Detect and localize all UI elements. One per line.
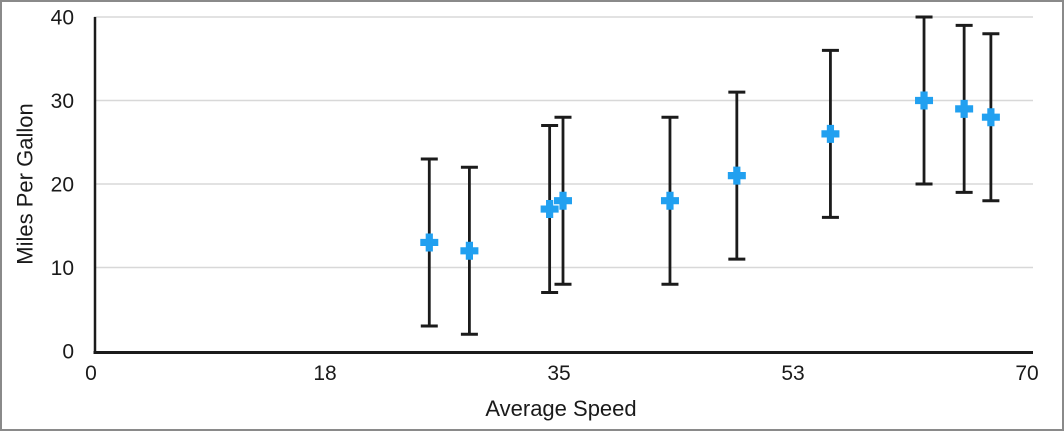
data-point	[420, 157, 439, 328]
data-point	[460, 165, 479, 336]
x-tick-label: 35	[547, 362, 570, 385]
data-point-marker	[955, 99, 974, 118]
y-tick-label: 20	[51, 174, 74, 197]
x-tick-label: 53	[781, 362, 804, 385]
data-point-marker	[420, 233, 439, 252]
data-point-marker	[540, 200, 559, 219]
data-point	[540, 124, 559, 295]
data-point	[821, 48, 840, 219]
data-point	[981, 32, 1000, 203]
y-tick-label: 40	[51, 7, 74, 30]
data-point	[554, 115, 572, 286]
data-point	[660, 115, 679, 286]
tick-labels-layer: 0 10 20 30 40 0 18 35 53 70	[51, 7, 1039, 386]
y-axis-title: Miles Per Gallon	[13, 103, 38, 264]
x-axis-title: Average Speed	[485, 396, 636, 421]
data-point-marker	[727, 166, 746, 185]
data-point-marker	[460, 241, 479, 260]
data-point-marker	[660, 191, 679, 210]
data-series-layer	[420, 15, 1000, 336]
y-tick-label: 0	[62, 341, 74, 364]
y-tick-label: 30	[51, 90, 74, 113]
y-tick-label: 10	[51, 257, 74, 280]
data-point-marker	[915, 91, 934, 110]
axes-layer	[93, 17, 1033, 354]
data-point	[955, 23, 974, 194]
data-point-marker	[554, 191, 572, 210]
data-point-marker	[821, 124, 840, 143]
data-point	[727, 90, 746, 261]
x-tick-label: 18	[313, 362, 336, 385]
x-tick-label: 70	[1015, 362, 1038, 385]
x-tick-label: 0	[85, 362, 97, 385]
data-point	[915, 15, 934, 186]
data-point-marker	[981, 108, 1000, 127]
